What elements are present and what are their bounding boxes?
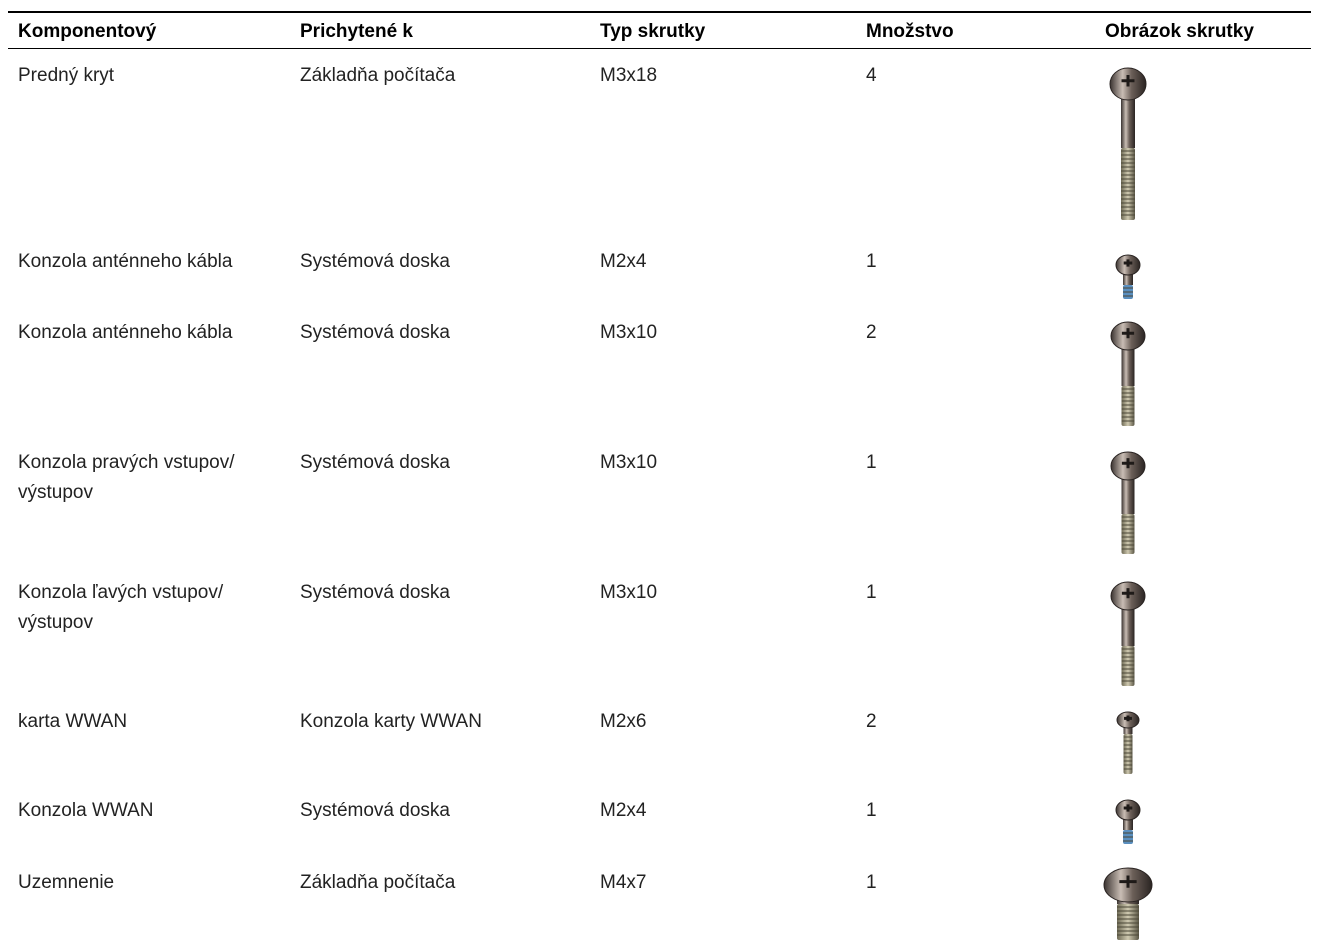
- table-cell: M2x4: [600, 251, 647, 272]
- screw-part: [1121, 588, 1135, 599]
- table-cell: 1: [866, 251, 877, 272]
- table-cell: M2x6: [600, 711, 647, 732]
- header-rule: [8, 48, 1311, 49]
- table-cell: 1: [866, 800, 877, 821]
- table-cell: M3x10: [600, 322, 658, 343]
- table-cell: 1: [866, 872, 877, 893]
- table-cell: Konzola anténneho kábla: [18, 322, 233, 343]
- screw-part: [1121, 458, 1135, 469]
- table-cell: M3x10: [600, 582, 658, 603]
- table-cell: Systémová doska: [300, 251, 450, 272]
- table-cell: Konzola pravých vstupov/ výstupov: [18, 452, 235, 503]
- table-cell: karta WWAN: [18, 711, 128, 732]
- screw-part: [1123, 271, 1133, 285]
- table-cell: Základňa počítača: [300, 65, 456, 86]
- screw-part: [1123, 259, 1133, 267]
- table-cell: Konzola WWAN: [18, 800, 154, 821]
- header-cell: Prichytené k: [300, 21, 413, 42]
- table-cell: M4x7: [600, 872, 647, 893]
- table-cell: Systémová doska: [300, 800, 450, 821]
- table-cell: Predný kryt: [18, 65, 115, 86]
- screw-part: [1121, 148, 1135, 220]
- table-cell: M3x10: [600, 452, 658, 473]
- screw-part: [1121, 646, 1135, 686]
- screw-part: [1123, 724, 1133, 734]
- screw-part: [1121, 514, 1135, 554]
- screw-part: [1121, 474, 1135, 514]
- header-cell: Komponentový: [18, 21, 157, 42]
- header-cell: Obrázok skrutky: [1105, 21, 1254, 42]
- table-cell: 1: [866, 452, 877, 473]
- table-cell: 2: [866, 322, 877, 343]
- table-top-rule: [8, 11, 1311, 13]
- table-cell: 2: [866, 711, 877, 732]
- screw-part: [1121, 93, 1135, 148]
- table-cell: Konzola ľavých vstupov/ výstupov: [18, 582, 224, 633]
- table-cell: Systémová doska: [300, 322, 450, 343]
- table-cell: M2x4: [600, 800, 647, 821]
- table-cell: 1: [866, 582, 877, 603]
- screw-part: [1121, 328, 1135, 339]
- table-cell: Základňa počítača: [300, 872, 456, 893]
- table-cell: Konzola karty WWAN: [300, 711, 482, 732]
- screw-part: [1121, 386, 1135, 426]
- header-cell: Množstvo: [866, 21, 954, 42]
- screw-part: [1123, 816, 1133, 830]
- table-cell: Konzola anténneho kábla: [18, 251, 233, 272]
- screw-part: [1121, 75, 1135, 87]
- table-cell: M3x18: [600, 65, 658, 86]
- table-cell: Systémová doska: [300, 452, 450, 473]
- screw-part: [1121, 604, 1135, 646]
- table-cell: Systémová doska: [300, 582, 450, 603]
- screw-part: [1124, 715, 1132, 722]
- header-cell: Typ skrutky: [600, 21, 706, 42]
- screw-part: [1123, 734, 1133, 774]
- screw-part: [1121, 344, 1135, 386]
- table-cell: Uzemnenie: [18, 872, 115, 893]
- screw-part: [1119, 875, 1137, 888]
- table-cell: 4: [866, 65, 877, 86]
- screw-part: [1123, 804, 1133, 812]
